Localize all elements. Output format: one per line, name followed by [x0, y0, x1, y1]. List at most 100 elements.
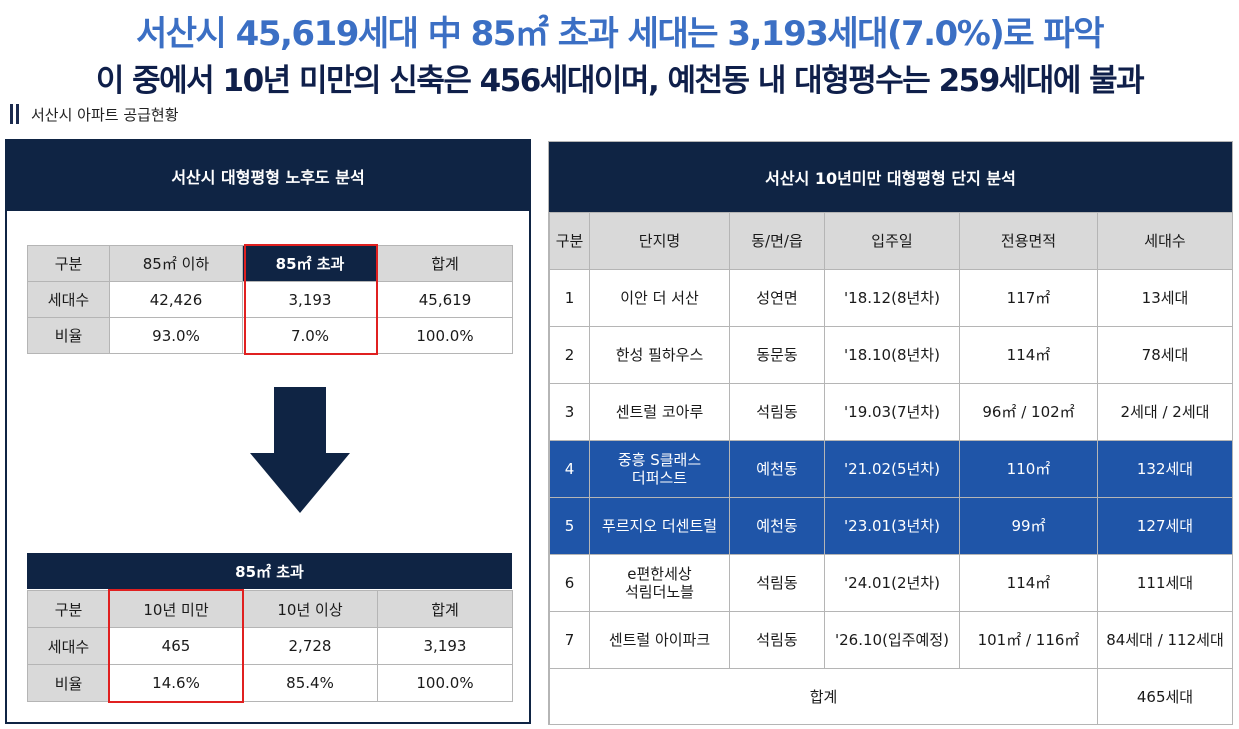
row-number-cell: 3	[549, 383, 590, 441]
row-label-cell: 비율	[27, 664, 110, 702]
complex-name-cell: 중흥 S클래스 더퍼스트	[589, 440, 730, 498]
move-in-date-cell: '21.02(5년차)	[824, 440, 960, 498]
row-number-cell: 6	[549, 554, 590, 612]
table-cell: 100.0%	[377, 664, 513, 702]
table-cell: 7.0%	[242, 317, 378, 354]
household-count-cell: 2세대 / 2세대	[1097, 383, 1233, 441]
row-number-cell: 4	[549, 440, 590, 498]
headline-line-2: 이 중에서 10년 미만의 신축은 456세대이며, 예천동 내 대형평수는 2…	[95, 63, 1145, 99]
table-row: 2 한성 필하우스 동문동 '18.10(8년차) 114㎡ 78세대	[549, 326, 1233, 384]
area-cell: 101㎡ / 116㎡	[959, 611, 1098, 669]
table-cell: 3,193	[377, 627, 513, 665]
row-label-cell: 비율	[27, 317, 110, 354]
total-value: 465세대	[1097, 668, 1233, 725]
row-number-cell: 5	[549, 497, 590, 555]
complex-name-cell: 센트럴 아이파크	[589, 611, 730, 669]
move-in-date-cell: '18.12(8년차)	[824, 269, 960, 327]
area-cell: 117㎡	[959, 269, 1098, 327]
table-cell: 14.6%	[109, 664, 243, 702]
left-panel: 서산시 대형평형 노후도 분석 구분 85㎡ 이하 85㎡ 초과 합계 세대수 …	[5, 139, 531, 724]
table-header-cell: 합계	[377, 245, 513, 282]
table-row: 6 e편한세상 석림더노블 석림동 '24.01(2년차) 114㎡ 111세대	[549, 554, 1233, 612]
table-header-cell: 전용면적	[959, 212, 1098, 270]
table-cell: 100.0%	[377, 317, 513, 354]
table-header-cell: 구분	[27, 590, 110, 628]
district-cell: 예천동	[729, 497, 825, 555]
area-cell: 110㎡	[959, 440, 1098, 498]
complex-name-cell: e편한세상 석림더노블	[589, 554, 730, 612]
right-panel-title: 서산시 10년미만 대형평형 단지 분석	[549, 142, 1232, 212]
household-count-cell: 13세대	[1097, 269, 1233, 327]
move-in-date-cell: '18.10(8년차)	[824, 326, 960, 384]
household-count-cell: 132세대	[1097, 440, 1233, 498]
district-cell: 석림동	[729, 383, 825, 441]
district-cell: 예천동	[729, 440, 825, 498]
table-header-cell: 구분	[549, 212, 590, 270]
table-header-cell: 세대수	[1097, 212, 1233, 270]
move-in-date-cell: '24.01(2년차)	[824, 554, 960, 612]
table-header-cell: 85㎡ 이하	[109, 245, 243, 282]
arrow-down-icon	[250, 387, 350, 513]
table-cell: 85.4%	[242, 664, 378, 702]
total-row: 합계 465세대	[549, 668, 1233, 725]
area-cell: 96㎡ / 102㎡	[959, 383, 1098, 441]
left-panel-title: 서산시 대형평형 노후도 분석	[7, 141, 529, 211]
table-cell: 2,728	[242, 627, 378, 665]
row-number-cell: 1	[549, 269, 590, 327]
household-count-cell: 84세대 / 112세대	[1097, 611, 1233, 669]
table-row: 비율 14.6% 85.4% 100.0%	[27, 664, 513, 702]
table-cell: 93.0%	[109, 317, 243, 354]
table-row: 7 센트럴 아이파크 석림동 '26.10(입주예정) 101㎡ / 116㎡ 84세대 …	[549, 611, 1233, 669]
district-cell: 석림동	[729, 554, 825, 612]
age-ratio-table: 구분 10년 미만 10년 이상 합계 세대수 465 2,728 3,193 …	[27, 590, 513, 702]
table-header-cell: 입주일	[824, 212, 960, 270]
table-header-cell: 동/면/읍	[729, 212, 825, 270]
table-cell: 42,426	[109, 281, 243, 318]
table-header-cell: 10년 미만	[109, 590, 243, 628]
row-number-cell: 7	[549, 611, 590, 669]
right-panel: 서산시 10년미만 대형평형 단지 분석 구분 단지명 동/면/읍 입주일 전용…	[548, 141, 1233, 725]
complex-table: 구분 단지명 동/면/읍 입주일 전용면적 세대수 1 이안 더 서산 성연면 '18…	[549, 212, 1233, 725]
area-cell: 99㎡	[959, 497, 1098, 555]
district-cell: 동문동	[729, 326, 825, 384]
complex-name-cell: 푸르지오 더센트럴	[589, 497, 730, 555]
table-header-cell: 합계	[377, 590, 513, 628]
over-85-table-title: 85㎡ 초과	[27, 553, 512, 589]
table-header-row: 구분 10년 미만 10년 이상 합계	[27, 590, 513, 628]
district-cell: 성연면	[729, 269, 825, 327]
table-row: 4 중흥 S클래스 더퍼스트 예천동 '21.02(5년차) 110㎡ 132세대	[549, 440, 1233, 498]
table-header-cell: 단지명	[589, 212, 730, 270]
table-header-cell: 10년 이상	[242, 590, 378, 628]
section-label-text: 서산시 아파트 공급현황	[31, 105, 179, 124]
row-number-cell: 2	[549, 326, 590, 384]
table-row: 세대수 42,426 3,193 45,619	[27, 281, 513, 318]
complex-name-cell: 한성 필하우스	[589, 326, 730, 384]
district-cell: 석림동	[729, 611, 825, 669]
table-row: 세대수 465 2,728 3,193	[27, 627, 513, 665]
section-bar-icon	[10, 104, 19, 124]
table-row: 1 이안 더 서산 성연면 '18.12(8년차) 117㎡ 13세대	[549, 269, 1233, 327]
household-count-cell: 111세대	[1097, 554, 1233, 612]
table-cell: 465	[109, 627, 243, 665]
table-row: 비율 93.0% 7.0% 100.0%	[27, 317, 513, 354]
move-in-date-cell: '26.10(입주예정)	[824, 611, 960, 669]
move-in-date-cell: '23.01(3년차)	[824, 497, 960, 555]
total-label: 합계	[549, 668, 1098, 725]
table-cell: 3,193	[242, 281, 378, 318]
headline-line-1: 서산시 45,619세대 中 85㎡ 초과 세대는 3,193세대(7.0%)로…	[136, 14, 1105, 54]
section-label: 서산시 아파트 공급현황	[10, 102, 179, 126]
size-ratio-table: 구분 85㎡ 이하 85㎡ 초과 합계 세대수 42,426 3,193 45,…	[27, 245, 513, 354]
household-count-cell: 127세대	[1097, 497, 1233, 555]
area-cell: 114㎡	[959, 554, 1098, 612]
household-count-cell: 78세대	[1097, 326, 1233, 384]
table-header-row: 구분 85㎡ 이하 85㎡ 초과 합계	[27, 245, 513, 282]
table-header-row: 구분 단지명 동/면/읍 입주일 전용면적 세대수	[549, 212, 1233, 270]
table-header-cell: 구분	[27, 245, 110, 282]
row-label-cell: 세대수	[27, 281, 110, 318]
table-row: 5 푸르지오 더센트럴 예천동 '23.01(3년차) 99㎡ 127세대	[549, 497, 1233, 555]
complex-name-cell: 이안 더 서산	[589, 269, 730, 327]
area-cell: 114㎡	[959, 326, 1098, 384]
move-in-date-cell: '19.03(7년차)	[824, 383, 960, 441]
table-header-cell-highlight: 85㎡ 초과	[242, 245, 378, 282]
